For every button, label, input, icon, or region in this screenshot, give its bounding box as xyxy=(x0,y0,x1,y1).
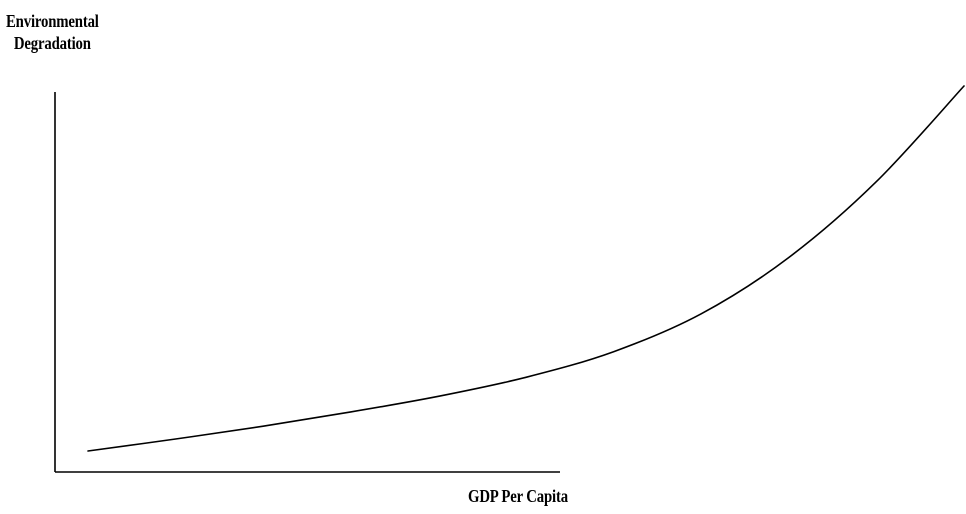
y-axis-label: Environmental Degradation xyxy=(6,10,99,54)
series-line-1 xyxy=(87,85,965,452)
y-axis-label-line-2: Degradation xyxy=(13,33,91,53)
x-axis-label: GDP Per Capita xyxy=(468,486,568,506)
y-axis-label-line-1: Environmental xyxy=(6,11,99,31)
series-layer xyxy=(87,85,965,452)
